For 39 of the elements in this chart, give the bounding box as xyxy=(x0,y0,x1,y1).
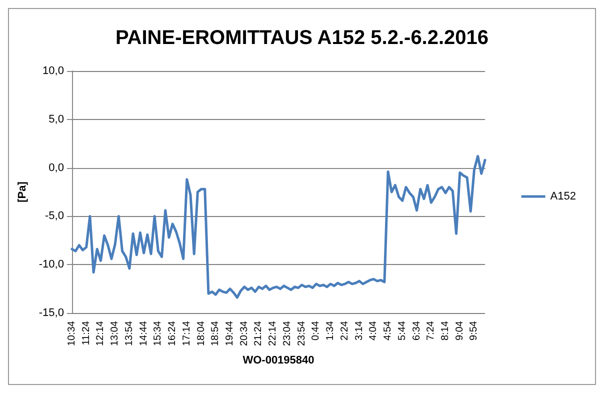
x-tick-label: 18:04 xyxy=(196,320,207,346)
legend-label: A152 xyxy=(550,190,576,202)
x-tick-label: 13:54 xyxy=(124,320,135,346)
x-tick-label: 14:44 xyxy=(138,320,150,346)
x-tick-label: 12:14 xyxy=(95,320,106,346)
y-tick-label: 5,0 xyxy=(48,113,64,126)
x-tick-label: 23:54 xyxy=(296,320,308,346)
x-tick-label: 17:14 xyxy=(181,320,192,346)
y-tick-label: 10,0 xyxy=(42,65,64,77)
x-tick-label: 1:34 xyxy=(325,320,336,340)
x-tick-label: 5:44 xyxy=(396,320,408,340)
y-axis-title: [Pa] xyxy=(16,181,28,202)
x-tick-label: 0:44 xyxy=(310,320,322,340)
x-tick-label: 9:54 xyxy=(468,320,480,340)
x-tick-label: 16:24 xyxy=(167,320,178,346)
x-axis-title: WO-00195840 xyxy=(242,354,314,366)
x-tick-label: 8:14 xyxy=(440,320,451,340)
x-tick-label: 13:04 xyxy=(110,320,121,346)
x-tick-label: 18:54 xyxy=(210,320,222,346)
y-tick-label: -15,0 xyxy=(38,307,64,319)
x-tick-label: 19:44 xyxy=(224,320,236,346)
x-tick-label: 6:34 xyxy=(411,320,422,340)
x-tick-label: 10:34 xyxy=(66,320,78,346)
y-tick-label: 0,0 xyxy=(48,162,64,174)
x-tick-label: 2:24 xyxy=(339,320,350,340)
x-tick-label: 15:34 xyxy=(152,320,164,346)
y-tick-label: -10,0 xyxy=(38,258,64,271)
x-tick-label: 23:04 xyxy=(282,320,293,346)
y-tick-label: -5,0 xyxy=(45,210,64,222)
x-tick-label: 21:24 xyxy=(253,320,264,346)
x-tick-label: 4:54 xyxy=(382,320,394,340)
chart-title: PAINE-EROMITTAUS A152 5.2.-6.2.2016 xyxy=(115,27,489,49)
x-tick-label: 22:14 xyxy=(268,320,279,346)
x-tick-label: 20:34 xyxy=(238,320,250,346)
x-tick-label: 7:24 xyxy=(426,320,437,340)
x-tick-label: 9:04 xyxy=(454,320,466,340)
x-tick-label: 3:14 xyxy=(354,320,365,340)
x-tick-label: 4:04 xyxy=(368,320,380,340)
x-tick-label: 11:24 xyxy=(80,320,92,346)
